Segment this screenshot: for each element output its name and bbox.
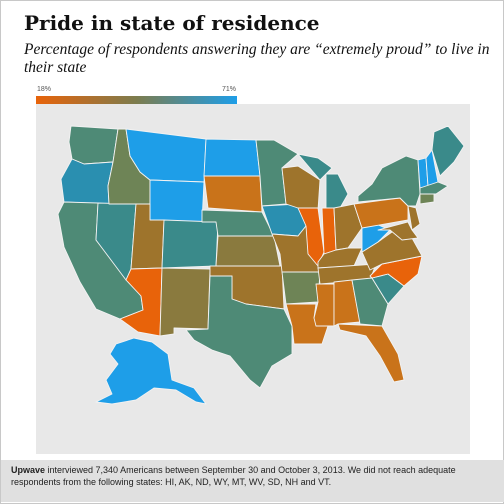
state-ak[interactable]	[95, 337, 207, 405]
state-al[interactable]	[333, 279, 361, 327]
map-title: Pride in state of residence	[24, 11, 320, 35]
color-legend: 18% 71%	[36, 86, 237, 104]
state-ny[interactable]	[357, 155, 421, 207]
map-svg	[57, 125, 465, 405]
state-va[interactable]	[361, 231, 423, 271]
state-ks[interactable]	[215, 235, 281, 267]
state-tx[interactable]	[185, 275, 293, 389]
state-mi[interactable]	[297, 153, 349, 209]
state-md[interactable]	[377, 221, 419, 241]
state-oh[interactable]	[333, 203, 363, 251]
footer-brand: Upwave	[11, 465, 46, 475]
legend-max-label: 71%	[221, 86, 236, 93]
state-ar[interactable]	[281, 271, 321, 305]
legend-min-label: 18%	[37, 86, 52, 93]
state-or[interactable]	[60, 158, 114, 205]
state-sd[interactable]	[203, 175, 263, 213]
state-ct[interactable]	[419, 193, 435, 205]
state-me[interactable]	[431, 125, 465, 177]
state-nj[interactable]	[407, 205, 421, 231]
state-wa[interactable]	[68, 125, 119, 165]
state-co[interactable]	[161, 219, 219, 269]
state-la[interactable]	[285, 303, 329, 345]
state-pa[interactable]	[353, 197, 409, 229]
us-choropleth-map	[36, 104, 470, 454]
state-nm[interactable]	[159, 267, 211, 337]
footer-text: interviewed 7,340 Americans between Sept…	[11, 465, 456, 487]
state-wy[interactable]	[149, 179, 205, 223]
methodology-footer: Upwave interviewed 7,340 Americans betwe…	[1, 460, 504, 502]
state-ms[interactable]	[313, 283, 335, 327]
state-fl[interactable]	[337, 323, 405, 383]
map-subtitle: Percentage of respondents answering they…	[24, 41, 490, 76]
state-ma[interactable]	[419, 181, 449, 195]
state-nd[interactable]	[203, 138, 261, 177]
legend-gradient-bar	[36, 96, 237, 104]
